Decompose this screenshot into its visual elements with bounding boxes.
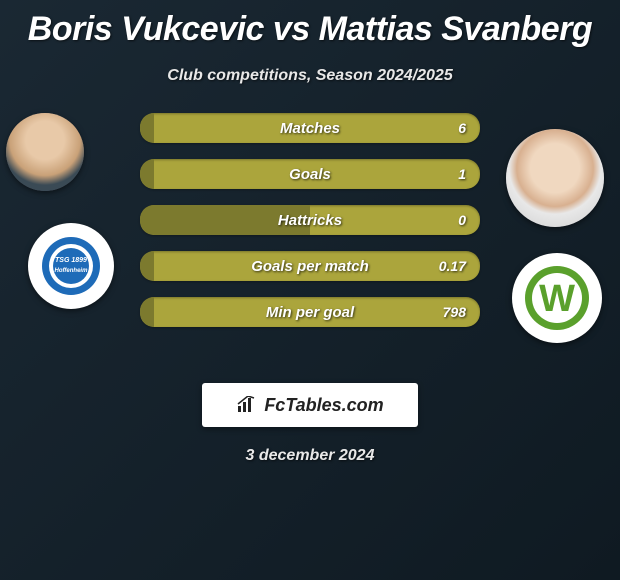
watermark-text: FcTables.com: [264, 395, 383, 416]
player1-avatar: [6, 113, 84, 191]
stat-row-matches: Matches 6: [140, 113, 480, 143]
stat-value-right: 0.17: [439, 258, 466, 274]
stat-row-goals-per-match: Goals per match 0.17: [140, 251, 480, 281]
date: 3 december 2024: [0, 447, 620, 465]
chart-icon: [236, 396, 258, 414]
player2-club-logo: W: [512, 253, 602, 343]
stat-label: Hattricks: [140, 212, 480, 229]
stat-label: Min per goal: [140, 304, 480, 321]
player1-club-logo: TSG 1899 Hoffenheim: [28, 223, 114, 309]
svg-text:TSG 1899: TSG 1899: [55, 257, 87, 264]
watermark: FcTables.com: [202, 383, 418, 427]
svg-text:W: W: [539, 278, 575, 320]
stat-row-hattricks: Hattricks 0: [140, 205, 480, 235]
svg-text:Hoffenheim: Hoffenheim: [55, 268, 89, 274]
player2-avatar: [506, 129, 604, 227]
stats-area: TSG 1899 Hoffenheim W Matches 6 Goals 1 …: [0, 113, 620, 373]
stat-label: Goals per match: [140, 258, 480, 275]
subtitle: Club competitions, Season 2024/2025: [0, 67, 620, 85]
stat-label: Goals: [140, 166, 480, 183]
stat-bars: Matches 6 Goals 1 Hattricks 0 Goals per …: [140, 113, 480, 327]
page-title: Boris Vukcevic vs Mattias Svanberg: [0, 0, 620, 49]
stat-label: Matches: [140, 120, 480, 137]
stat-value-right: 0: [458, 212, 466, 228]
stat-value-right: 798: [443, 304, 466, 320]
stat-row-min-per-goal: Min per goal 798: [140, 297, 480, 327]
stat-row-goals: Goals 1: [140, 159, 480, 189]
stat-value-right: 6: [458, 120, 466, 136]
stat-value-right: 1: [458, 166, 466, 182]
